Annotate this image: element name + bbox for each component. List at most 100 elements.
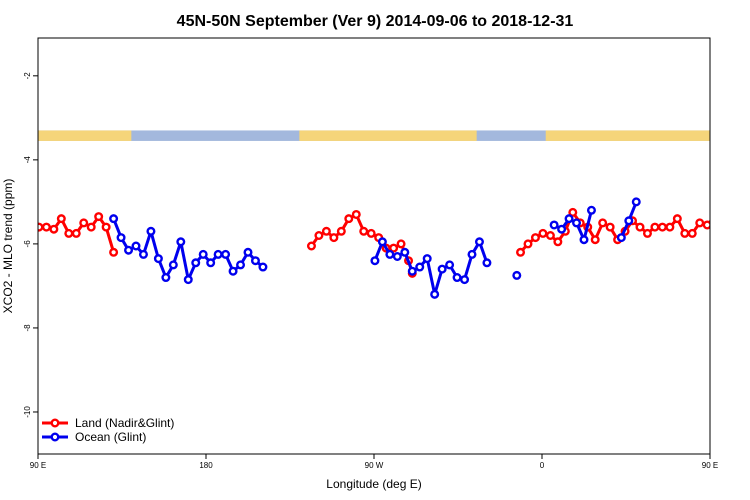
- legend-land-label: Land (Nadir&Glint): [75, 416, 174, 430]
- land-point: [41, 222, 51, 232]
- ocean-point: [191, 258, 201, 268]
- x-tick-label: 180: [199, 461, 213, 470]
- ocean-point: [467, 249, 477, 259]
- land-point: [38, 222, 44, 232]
- land-point: [711, 213, 718, 220]
- x-axis-label: Longitude (deg E): [326, 477, 421, 491]
- land-band: [545, 130, 710, 141]
- land-band: [38, 130, 132, 141]
- x-tick-label: 0: [540, 461, 545, 470]
- land-point: [538, 228, 548, 238]
- ocean-point: [198, 249, 208, 259]
- ocean-point: [243, 247, 253, 257]
- ocean-point: [236, 260, 246, 270]
- ocean-point: [445, 260, 455, 270]
- land-point: [56, 214, 66, 224]
- ocean-point: [549, 220, 559, 230]
- ocean-point: [474, 237, 484, 247]
- land-point: [657, 222, 667, 232]
- ocean-point: [176, 237, 186, 247]
- ocean-point: [370, 256, 380, 266]
- land-point: [314, 230, 324, 240]
- ocean-point: [422, 254, 432, 264]
- land-point: [695, 218, 705, 228]
- ocean-series-line: [730, 219, 750, 278]
- ocean-point: [183, 275, 193, 285]
- legend-ocean-label: Ocean (Glint): [75, 430, 146, 444]
- ocean-point: [109, 214, 119, 224]
- land-point: [702, 220, 710, 230]
- ocean-point: [116, 233, 126, 243]
- ocean-point: [616, 233, 626, 243]
- legend: Land (Nadir&Glint)Ocean (Glint): [42, 416, 174, 444]
- land-point: [650, 222, 660, 232]
- ocean-point: [138, 249, 148, 259]
- ocean-point: [377, 237, 387, 247]
- land-point: [516, 247, 526, 257]
- land-point: [336, 226, 346, 236]
- land-point: [680, 228, 690, 238]
- ocean-point: [213, 249, 223, 259]
- land-point: [523, 239, 533, 249]
- y-axis-label: XCO2 - MLO trend (ppm): [1, 179, 15, 314]
- ocean-point: [415, 262, 425, 272]
- ocean-point: [258, 262, 268, 272]
- ocean-point: [430, 289, 440, 299]
- ocean-point: [385, 249, 395, 259]
- land-point: [605, 222, 615, 232]
- ocean-point: [168, 260, 178, 270]
- ocean-point: [407, 266, 417, 276]
- land-point: [545, 230, 555, 240]
- ocean-point: [726, 215, 733, 222]
- land-point: [329, 233, 339, 243]
- ocean-point: [452, 273, 462, 283]
- land-band: [299, 130, 477, 141]
- land-point: [64, 228, 74, 238]
- land-point: [344, 214, 354, 224]
- land-point: [359, 226, 369, 236]
- land-ocean-strip: [38, 130, 710, 141]
- land-point: [530, 233, 540, 243]
- ocean-point: [131, 241, 141, 251]
- ocean-point: [153, 254, 163, 264]
- y-tick-label: -8: [23, 324, 32, 332]
- legend-ocean-marker: [50, 432, 60, 442]
- land-point: [101, 222, 111, 232]
- ocean-point: [228, 266, 238, 276]
- land-point: [665, 222, 675, 232]
- ocean-point: [250, 256, 260, 266]
- ocean-point: [564, 214, 574, 224]
- ocean-point: [572, 218, 582, 228]
- ocean-point: [631, 197, 641, 207]
- land-point: [306, 241, 316, 251]
- ocean-point: [400, 247, 410, 257]
- land-point: [568, 207, 578, 217]
- x-axis: 90 E 180 90 W 0 90 E: [30, 454, 718, 470]
- land-point: [94, 212, 104, 222]
- ocean-point: [734, 234, 741, 241]
- land-point: [598, 218, 608, 228]
- land-point: [389, 243, 399, 253]
- land-point: [635, 222, 645, 232]
- land-point: [79, 218, 89, 228]
- series-layer: [38, 197, 750, 299]
- ocean-point: [460, 275, 470, 285]
- land-point: [590, 235, 600, 245]
- ocean-point: [124, 245, 134, 255]
- ocean-point: [624, 216, 634, 226]
- land-point: [351, 209, 361, 219]
- x-tick-label: 90 W: [365, 461, 384, 470]
- legend-land-marker: [50, 418, 60, 428]
- x-tick-label: 90 E: [30, 461, 46, 470]
- land-point: [642, 228, 652, 238]
- ocean-point: [512, 270, 522, 280]
- y-tick-label: -4: [23, 156, 32, 164]
- land-point: [71, 228, 81, 238]
- ocean-point: [221, 249, 231, 259]
- land-point: [366, 228, 376, 238]
- ocean-point: [482, 258, 492, 268]
- land-point: [672, 214, 682, 224]
- land-point: [553, 237, 563, 247]
- ocean-point: [579, 235, 589, 245]
